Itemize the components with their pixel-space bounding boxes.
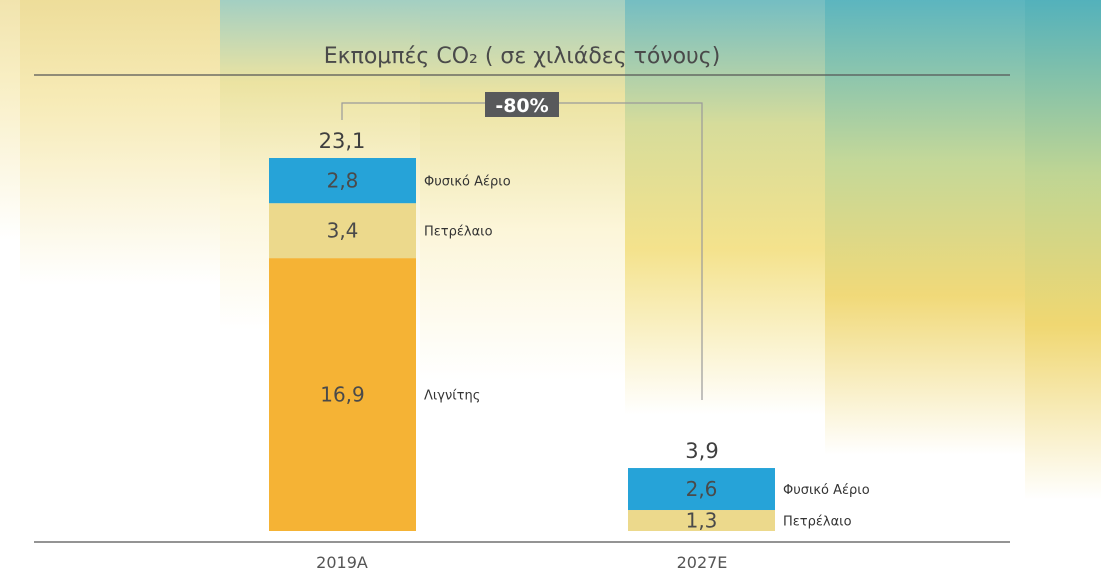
bar-segment [269,258,416,531]
chart-title: Εκπομπές CO₂ ( σε χιλιάδες τόνους) [324,44,721,69]
change-badge-box [485,92,559,117]
change-label: -80% [495,95,548,117]
segment-name-label: Φυσικό Αέριο [424,175,511,190]
bar-total-label: 3,9 [685,439,718,463]
bar-total-label: 23,1 [319,129,366,153]
segment-name-label: Λιγνίτης [424,389,480,404]
bar-segment [628,468,775,511]
segment-name-label: Φυσικό Αέριο [783,483,870,498]
bar-value-label: 2,8 [327,169,359,193]
bars-group: 16,9 Λιγνίτης 3,4 Πετρέλαιο 2,8 Φυσικό Αέριο 2… [269,129,870,572]
x-tick-label: 2019A [316,553,368,572]
x-tick-label: 2027E [677,553,728,572]
change-badge: -80% [485,92,559,117]
segment-name-label: Πετρέλαιο [783,515,852,530]
bar-value-label: 2,6 [686,477,718,501]
bar-segment [269,203,416,259]
bar-segment [269,158,416,204]
bar-segment [628,510,775,531]
bar-value-label: 1,3 [686,509,718,533]
bar-value-label: 16,9 [320,383,365,407]
segment-name-label: Πετρέλαιο [424,225,493,240]
bar-value-label: 3,4 [327,219,359,243]
